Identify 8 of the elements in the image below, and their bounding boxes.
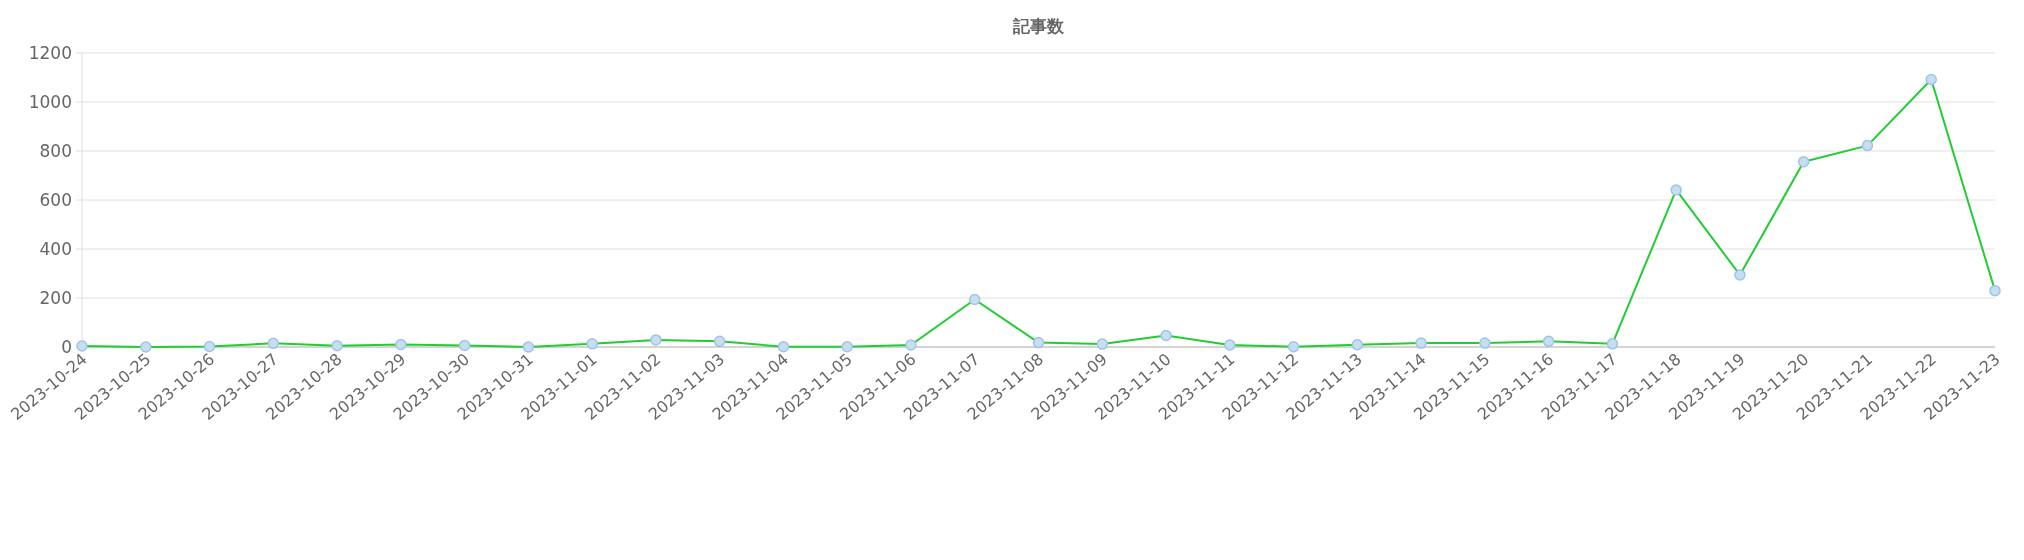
y-tick-label: 200 <box>39 288 72 308</box>
y-tick-label: 400 <box>39 239 72 259</box>
y-tick-label: 600 <box>39 190 72 210</box>
y-tick-label: 1200 <box>28 43 72 63</box>
y-tick-label: 800 <box>39 141 72 161</box>
y-tick-label: 0 <box>61 337 72 357</box>
chart-title: 記事数 <box>1012 16 1065 36</box>
y-tick-label: 1000 <box>28 92 72 112</box>
